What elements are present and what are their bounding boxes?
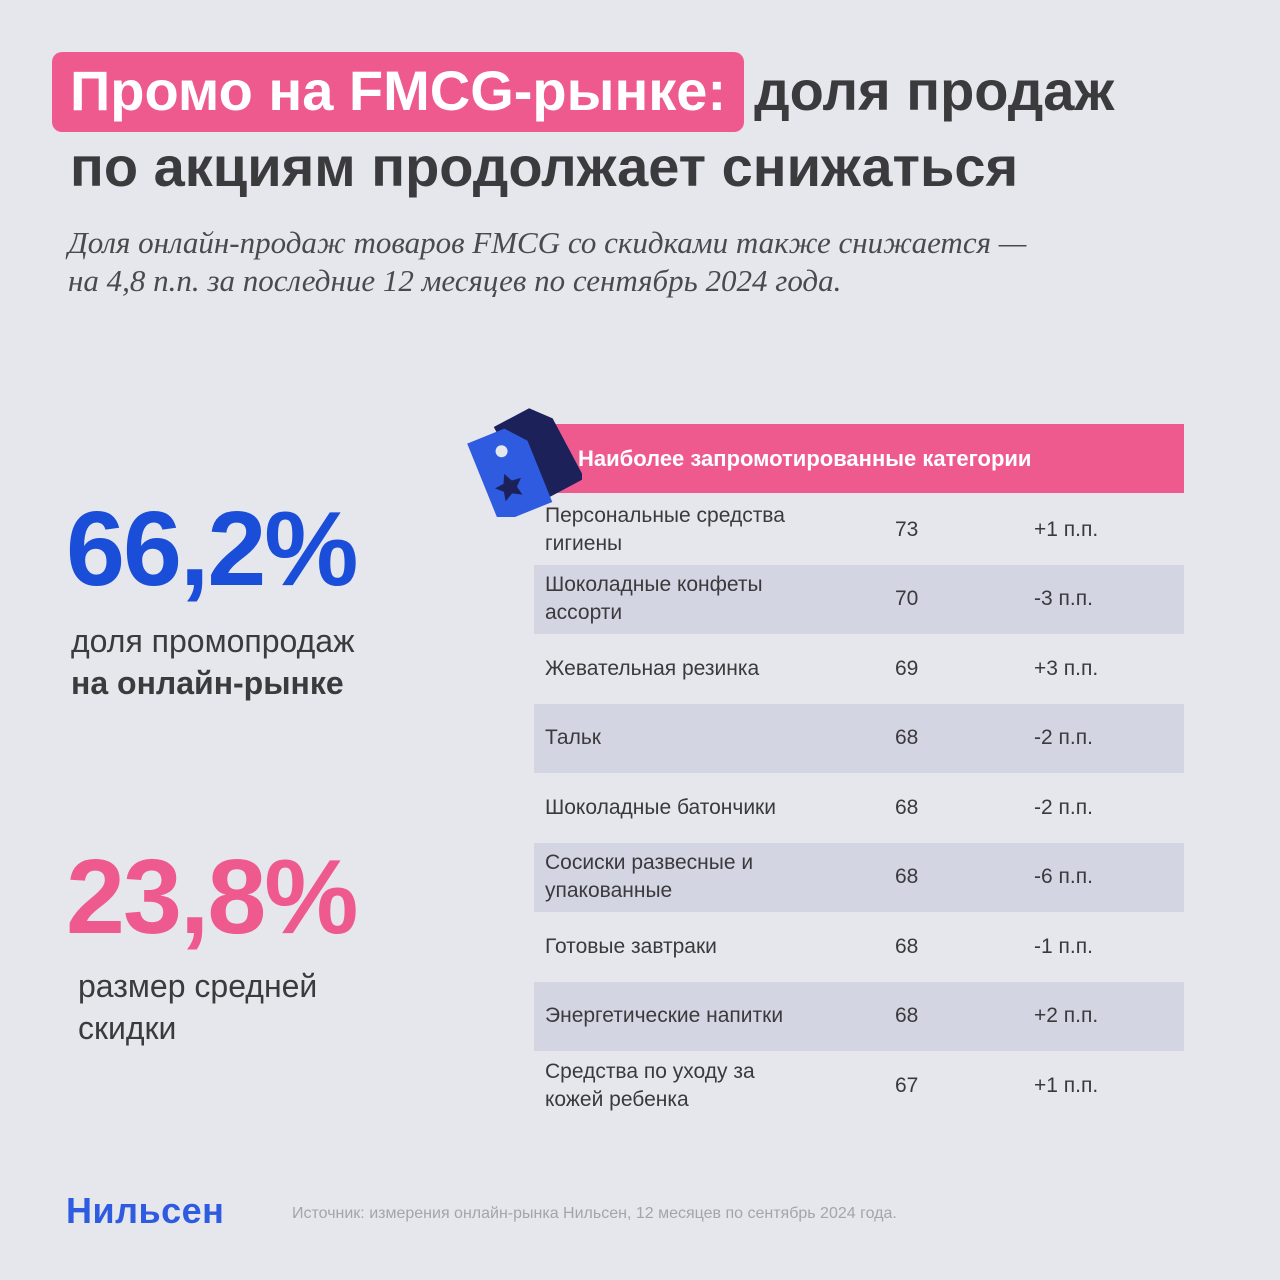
- promo-share-value: 66,2%: [66, 490, 359, 608]
- subtitle: Доля онлайн-продаж товаров FMCG со скидк…: [68, 224, 1218, 300]
- avg-discount-label-line1: размер средней: [78, 968, 318, 1004]
- category-value: 70: [895, 587, 919, 611]
- category-value: 73: [895, 517, 919, 541]
- table-row: Энергетические напитки 68 +2 п.п.: [534, 981, 1184, 1051]
- table-row: Тальк 68 -2 п.п.: [534, 703, 1184, 773]
- category-name: Готовые завтраки: [545, 934, 717, 958]
- category-value: 68: [895, 726, 919, 750]
- category-value: 69: [895, 656, 919, 680]
- page-title: Промо на FMCG-рынке: доля продаж по акция…: [52, 52, 1232, 202]
- category-change: -3 п.п.: [1034, 587, 1093, 611]
- source-note: Источник: измерения онлайн-рынка Нильсен…: [292, 1205, 897, 1222]
- table-row: Шоколадные конфеты ассорти 70 -3 п.п.: [534, 564, 1184, 634]
- title-highlight: Промо на FMCG-рынке:: [52, 52, 745, 132]
- category-name: Шоколадные батончики: [545, 795, 776, 819]
- table-row: Шоколадные батончики 68 -2 п.п.: [534, 773, 1184, 843]
- table-row: Жевательная резинка 69 +3 п.п.: [534, 634, 1184, 704]
- table-row: Сосиски развесные и упакованные 68 -6 п.…: [534, 842, 1184, 912]
- category-name: Персональные средства гигиены: [545, 503, 785, 555]
- table-header: Наиболее запромотированные категории: [534, 424, 1184, 493]
- subtitle-line-1: Доля онлайн-продаж товаров FMCG со скидк…: [68, 225, 1027, 260]
- category-name: Жевательная резинка: [545, 656, 760, 680]
- avg-discount-label-line2: скидки: [78, 1010, 177, 1046]
- table-row: Персональные средства гигиены 73 +1 п.п.: [534, 495, 1184, 565]
- promo-share-label: доля промопродаж на онлайн-рынке: [71, 620, 354, 704]
- table-row: Готовые завтраки 68 -1 п.п.: [534, 912, 1184, 982]
- table-row: Средства по уходу за кожей ребенка 67 +1…: [534, 1051, 1184, 1121]
- category-name: Энергетические напитки: [545, 1004, 784, 1028]
- category-value: 68: [895, 865, 919, 889]
- category-change: -1 п.п.: [1034, 934, 1093, 958]
- avg-discount-label: размер средней скидки: [78, 965, 317, 1049]
- category-value: 67: [895, 1073, 919, 1097]
- price-tag-star-icon: [467, 408, 582, 517]
- avg-discount-value: 23,8%: [66, 838, 359, 956]
- category-name: Сосиски развесные и упакованные: [545, 851, 754, 903]
- category-value: 68: [895, 1004, 919, 1028]
- title-line-2: по акциям продолжает снижаться: [70, 135, 1019, 198]
- category-name: Тальк: [545, 726, 601, 750]
- category-value: 68: [895, 934, 919, 958]
- category-change: +1 п.п.: [1034, 517, 1099, 541]
- category-name: Шоколадные конфеты ассорти: [545, 573, 763, 625]
- category-change: +1 п.п.: [1034, 1073, 1099, 1097]
- category-change: -2 п.п.: [1034, 795, 1093, 819]
- category-value: 68: [895, 795, 919, 819]
- categories-table: Персональные средства гигиены 73 +1 п.п.…: [534, 495, 1184, 1121]
- category-change: +3 п.п.: [1034, 656, 1099, 680]
- promo-share-label-line1: доля промопродаж: [71, 623, 355, 659]
- subtitle-line-2: на 4,8 п.п. за последние 12 месяцев по с…: [68, 263, 842, 298]
- category-name: Средства по уходу за кожей ребенка: [545, 1059, 755, 1111]
- title-rest: доля продаж: [754, 59, 1115, 122]
- category-change: -2 п.п.: [1034, 726, 1093, 750]
- promo-share-label-bold: на онлайн-рынке: [71, 665, 344, 701]
- category-change: +2 п.п.: [1034, 1004, 1099, 1028]
- category-change: -6 п.п.: [1034, 865, 1093, 889]
- nielsen-logo: Нильсен: [66, 1190, 225, 1231]
